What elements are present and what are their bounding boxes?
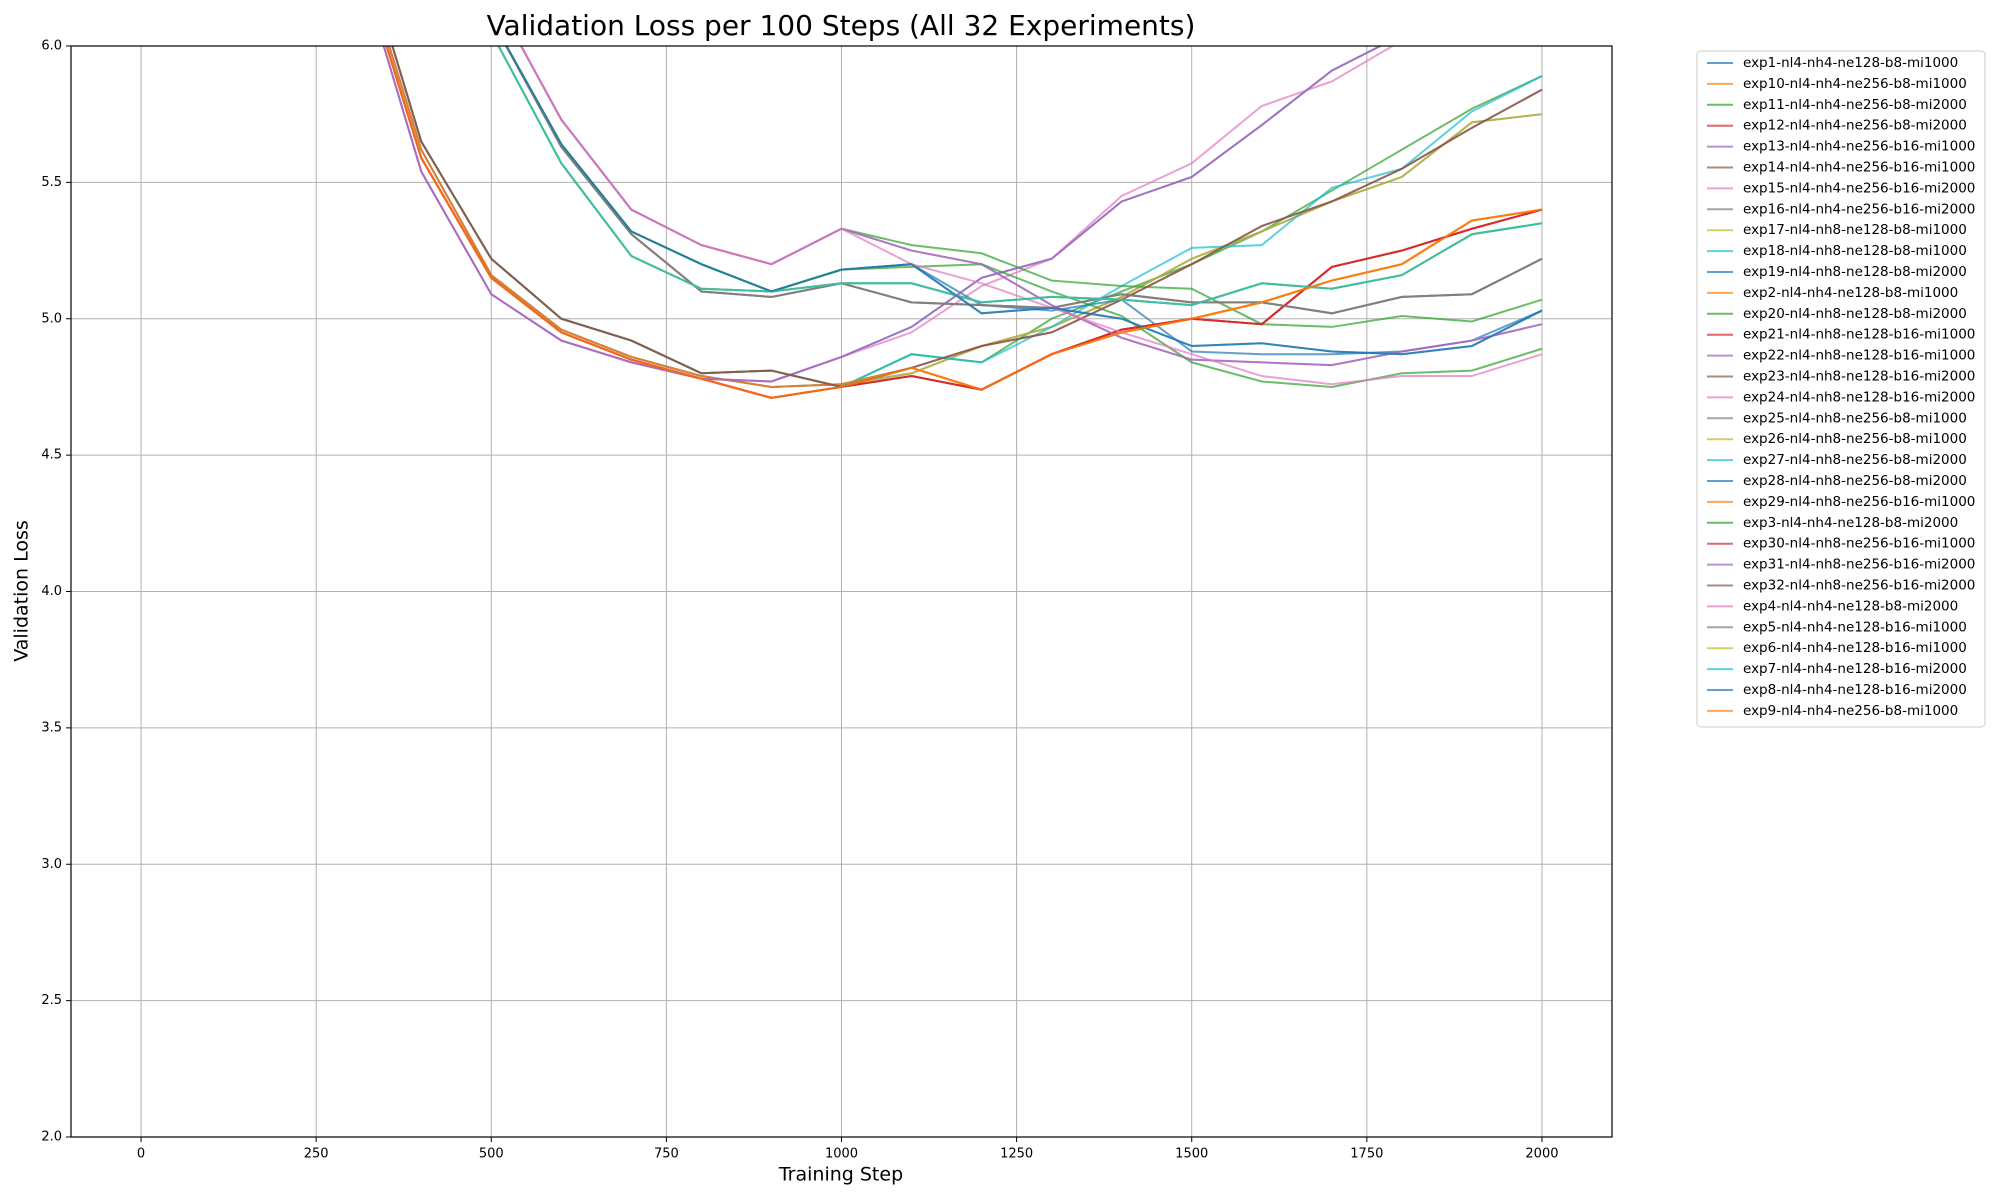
legend-label: exp1-nl4-nh4-ne128-b8-mi1000: [1743, 55, 1958, 71]
series-line: [385, 46, 1543, 399]
x-tick-label: 750: [654, 1147, 679, 1162]
legend-label: exp29-nl4-nh8-ne256-b16-mi1000: [1743, 494, 1975, 510]
series-line: [505, 46, 1543, 315]
y-tick-label: 2.5: [41, 993, 62, 1008]
y-tick-label: 2.0: [41, 1130, 62, 1145]
legend-label: exp14-nl4-nh4-ne256-b16-mi1000: [1743, 160, 1975, 176]
legend-label: exp4-nl4-nh4-ne128-b8-mi2000: [1743, 598, 1958, 614]
x-tick-label: 1500: [1175, 1147, 1208, 1162]
legend-label: exp23-nl4-nh8-ne128-b16-mi2000: [1743, 369, 1975, 385]
legend-label: exp8-nl4-nh4-ne128-b16-mi2000: [1743, 682, 1967, 698]
x-axis-label: Training Step: [778, 1164, 903, 1186]
series-line: [505, 46, 1543, 356]
legend-label: exp28-nl4-nh8-ne256-b8-mi2000: [1743, 473, 1967, 489]
plot-area: [382, 46, 1543, 399]
legend-label: exp12-nl4-nh4-ne256-b8-mi2000: [1743, 118, 1967, 134]
series-line: [391, 46, 1543, 388]
y-axis-label: Validation Loss: [11, 520, 33, 662]
legend-label: exp31-nl4-nh8-ne256-b16-mi2000: [1743, 557, 1975, 573]
series-line: [391, 46, 1543, 388]
x-tick-label: 1000: [825, 1147, 858, 1162]
x-tick-label: 250: [304, 1147, 329, 1162]
series-line: [388, 46, 1543, 391]
legend: exp1-nl4-nh4-ne128-b8-mi1000 exp10-nl4-nh…: [1696, 50, 1986, 728]
legend-label: exp10-nl4-nh4-ne256-b8-mi1000: [1743, 76, 1967, 92]
series-line: [385, 46, 1543, 399]
legend-label: exp19-nl4-nh8-ne128-b8-mi2000: [1743, 264, 1967, 280]
series-line: [519, 46, 1543, 386]
legend-label: exp3-nl4-nh4-ne128-b8-mi2000: [1743, 515, 1958, 531]
x-tick-label: 1750: [1350, 1147, 1383, 1162]
series-line: [391, 46, 1543, 388]
legend-label: exp30-nl4-nh8-ne256-b16-mi1000: [1743, 536, 1975, 552]
legend-label: exp13-nl4-nh4-ne256-b16-mi1000: [1743, 139, 1975, 155]
series-line: [385, 46, 1543, 399]
series-line: [385, 46, 1543, 399]
legend-box: [1696, 50, 1986, 728]
legend-label: exp24-nl4-nh8-ne128-b16-mi2000: [1743, 389, 1975, 405]
series-line: [382, 46, 1383, 383]
legend-label: exp20-nl4-nh8-ne128-b8-mi2000: [1743, 306, 1967, 322]
legend-label: exp16-nl4-nh4-ne256-b16-mi2000: [1743, 201, 1975, 217]
y-tick-label: 5.0: [41, 311, 62, 326]
chart-title: Validation Loss per 100 Steps (All 32 Ex…: [487, 9, 1196, 42]
legend-label: exp32-nl4-nh8-ne256-b16-mi2000: [1743, 578, 1975, 594]
legend-label: exp17-nl4-nh8-ne128-b8-mi1000: [1743, 222, 1967, 238]
series-line: [391, 46, 1543, 388]
series-line: [385, 46, 1543, 399]
legend-label: exp27-nl4-nh8-ne256-b8-mi2000: [1743, 452, 1967, 468]
series-line: [385, 46, 1543, 399]
grid: [71, 45, 1612, 1138]
legend-label: exp2-nl4-nh4-ne128-b8-mi1000: [1743, 285, 1958, 301]
x-tick-label: 1250: [1000, 1147, 1033, 1162]
series-line: [505, 46, 1543, 388]
legend-label: exp5-nl4-nh4-ne128-b16-mi1000: [1743, 619, 1967, 635]
y-tick-label: 4.5: [41, 448, 62, 463]
series-line: [388, 46, 1543, 391]
series-line: [505, 46, 1543, 356]
legend-label: exp15-nl4-nh4-ne256-b16-mi2000: [1743, 180, 1975, 196]
series-line: [497, 46, 1543, 307]
series-line: [388, 46, 1543, 388]
legend-label: exp11-nl4-nh4-ne256-b8-mi2000: [1743, 97, 1967, 113]
legend-label: exp7-nl4-nh4-ne128-b16-mi2000: [1743, 661, 1967, 677]
x-tick-label: 2000: [1525, 1147, 1558, 1162]
series-line: [505, 46, 1543, 356]
x-tick-label: 0: [137, 1147, 145, 1162]
legend-label: exp21-nl4-nh8-ne128-b16-mi1000: [1743, 327, 1975, 343]
x-tick-label: 500: [479, 1147, 504, 1162]
series-line: [391, 46, 1543, 388]
y-tick-label: 3.0: [41, 857, 62, 872]
y-tick-label: 3.5: [41, 720, 62, 735]
legend-label: exp9-nl4-nh4-ne256-b8-mi1000: [1743, 703, 1958, 719]
legend-label: exp6-nl4-nh4-ne128-b16-mi1000: [1743, 640, 1967, 656]
legend-label: exp25-nl4-nh8-ne256-b8-mi1000: [1743, 410, 1967, 426]
y-tick-label: 5.5: [41, 175, 62, 190]
y-tick-label: 6.0: [41, 39, 62, 54]
series-line: [519, 46, 1543, 328]
legend-label: exp26-nl4-nh8-ne256-b8-mi1000: [1743, 431, 1967, 447]
legend-label: exp18-nl4-nh8-ne128-b8-mi1000: [1743, 243, 1967, 259]
y-tick-label: 4.0: [41, 584, 62, 599]
legend-label: exp22-nl4-nh8-ne128-b16-mi1000: [1743, 348, 1975, 364]
